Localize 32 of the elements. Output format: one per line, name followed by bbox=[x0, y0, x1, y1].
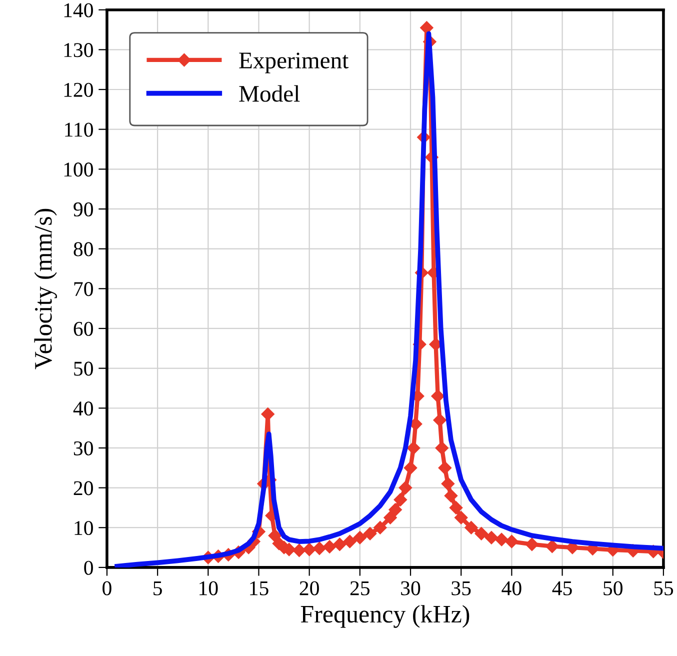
legend-label: Model bbox=[239, 85, 300, 102]
x-tick-label: 15 bbox=[250, 581, 268, 596]
x-tick-label: 30 bbox=[401, 581, 420, 596]
x-tick-label: 50 bbox=[604, 581, 622, 596]
x-tick-label: 45 bbox=[552, 581, 572, 596]
line-series bbox=[114, 31, 664, 568]
x-tick-label: 55 bbox=[654, 581, 674, 596]
y-tick-label: 70 bbox=[74, 282, 93, 296]
y-tick-label: 50 bbox=[74, 362, 93, 376]
x-tick-label: 5 bbox=[154, 581, 162, 596]
x-tick-label: 10 bbox=[200, 581, 218, 596]
x-tick-label: 0 bbox=[102, 581, 112, 596]
y-tick-label: 40 bbox=[73, 402, 93, 416]
y-tick-label: 140 bbox=[64, 3, 93, 18]
x-tick-label: 20 bbox=[300, 581, 319, 596]
x-tick-label: 25 bbox=[350, 581, 370, 596]
y-tick-label: 10 bbox=[74, 520, 93, 536]
y-tick-label: 80 bbox=[74, 242, 93, 256]
legend-label: Experiment bbox=[239, 52, 349, 74]
y-tick-label: 60 bbox=[74, 322, 93, 336]
x-axis-title: Frequency (kHz) bbox=[300, 605, 470, 628]
y-axis-title: Velocity (mm/s) bbox=[34, 208, 57, 370]
y-tick-label: 100 bbox=[64, 162, 93, 177]
y-tick-label: 30 bbox=[74, 441, 93, 456]
x-tick-label: 40 bbox=[502, 581, 522, 596]
y-tick-label: 110 bbox=[65, 122, 93, 137]
x-tick-label: 35 bbox=[452, 581, 471, 596]
y-tick-label: 120 bbox=[64, 82, 93, 97]
y-tick-label: 130 bbox=[64, 43, 93, 58]
y-tick-label: 0 bbox=[84, 560, 93, 575]
y-tick-label: 90 bbox=[74, 202, 93, 216]
y-tick-label: 20 bbox=[74, 481, 93, 496]
